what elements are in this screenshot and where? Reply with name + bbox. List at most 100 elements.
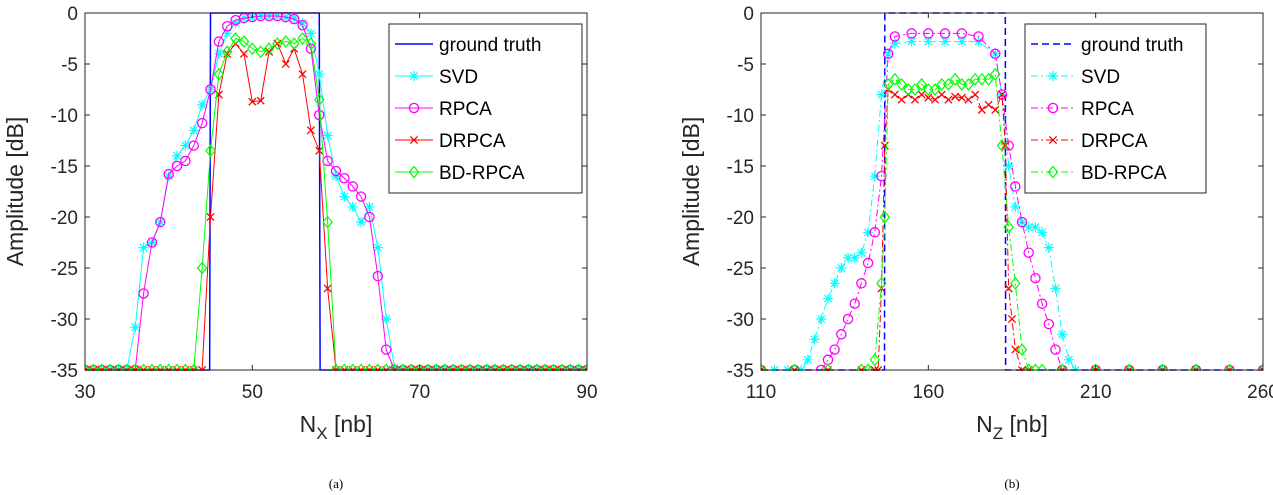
panel-caption: (b) — [1004, 476, 1019, 491]
data-point — [1036, 363, 1048, 371]
x-axis-label-subscript: Z — [993, 424, 1003, 443]
data-point — [138, 288, 149, 299]
data-point — [389, 362, 400, 371]
data-point — [298, 70, 307, 79]
data-point — [989, 67, 1001, 81]
data-point — [882, 48, 894, 60]
data-point — [188, 140, 200, 151]
data-point — [910, 95, 920, 104]
y-tick-label: -30 — [727, 310, 754, 331]
data-point — [213, 67, 225, 81]
data-point — [213, 36, 225, 47]
data-point — [1023, 222, 1034, 233]
data-point — [88, 363, 99, 371]
data-point — [1224, 363, 1235, 371]
data-point — [339, 172, 350, 184]
legend-marker — [1048, 71, 1058, 81]
data-point — [983, 72, 994, 86]
data-point — [163, 168, 174, 180]
y-axis-label: Amplitude [dB] — [2, 117, 28, 267]
data-point — [957, 93, 966, 102]
legend: ground truth SVD RPCA DRPCA BD-RPCA — [1024, 23, 1207, 194]
data-point — [347, 363, 359, 371]
data-point — [172, 150, 183, 161]
data-point — [96, 363, 108, 371]
data-point — [113, 363, 124, 371]
data-point — [355, 191, 367, 202]
y-tick-label: -20 — [727, 208, 754, 229]
data-point — [323, 284, 332, 293]
data-point — [130, 322, 141, 333]
data-point — [372, 242, 383, 253]
legend-marker — [409, 71, 419, 81]
data-point — [573, 363, 584, 371]
data-point — [297, 32, 308, 45]
data-point — [498, 363, 509, 371]
x-axis-label-unit: [nb] — [328, 411, 373, 437]
data-point — [944, 95, 953, 104]
data-point — [1037, 227, 1048, 238]
legend-entry: DRPCA — [1081, 131, 1148, 152]
legend-box — [1024, 23, 1207, 194]
y-tick-label: -15 — [51, 157, 78, 178]
legend-entry: ground truth — [1081, 35, 1183, 56]
data-point — [869, 353, 881, 367]
x-tick-label: 70 — [409, 382, 430, 403]
data-point — [356, 217, 367, 228]
data-point — [879, 210, 891, 224]
data-point — [431, 363, 442, 371]
data-point — [863, 227, 874, 238]
x-axis-label: NZ [nb] — [976, 411, 1048, 443]
data-point — [1003, 161, 1014, 171]
data-point — [347, 201, 358, 212]
data-point — [206, 212, 215, 222]
data-point — [996, 139, 1008, 153]
data-point — [364, 211, 375, 223]
data-point — [997, 90, 1007, 99]
data-point — [180, 155, 191, 167]
x-tick-label: 260 — [1247, 382, 1273, 403]
data-point — [991, 105, 1000, 114]
data-point — [364, 363, 375, 371]
data-point — [876, 276, 887, 290]
data-point — [330, 363, 342, 371]
data-point — [1007, 314, 1017, 324]
data-point — [289, 13, 300, 24]
data-point — [990, 48, 1001, 60]
data-point — [247, 42, 258, 56]
legend-entry: RPCA — [1081, 99, 1134, 120]
data-point — [313, 93, 325, 107]
data-point — [1050, 283, 1061, 294]
legend-marker — [1047, 102, 1059, 114]
data-point — [146, 363, 158, 371]
data-point — [85, 363, 91, 371]
y-tick-label: -10 — [727, 106, 754, 127]
data-point — [897, 95, 906, 104]
data-point — [889, 72, 901, 86]
data-point — [523, 363, 534, 371]
data-point — [1010, 181, 1021, 192]
data-point — [439, 363, 451, 371]
data-point — [380, 344, 392, 355]
data-point — [883, 48, 894, 59]
legend-entry: BD-RPCA — [439, 163, 525, 184]
data-point — [263, 12, 275, 22]
data-point — [163, 363, 174, 371]
data-point — [1036, 298, 1048, 309]
data-point — [315, 146, 324, 155]
data-point — [248, 97, 257, 106]
data-point — [146, 237, 158, 248]
data-point — [581, 363, 587, 371]
data-point — [564, 363, 576, 371]
y-tick-label: -5 — [61, 55, 78, 76]
data-point — [196, 117, 208, 129]
data-point — [842, 313, 854, 325]
data-point — [1030, 222, 1041, 233]
data-point — [1090, 363, 1101, 371]
data-point — [836, 263, 847, 273]
data-point — [862, 257, 874, 269]
data-point — [869, 171, 880, 182]
data-point — [789, 363, 800, 371]
